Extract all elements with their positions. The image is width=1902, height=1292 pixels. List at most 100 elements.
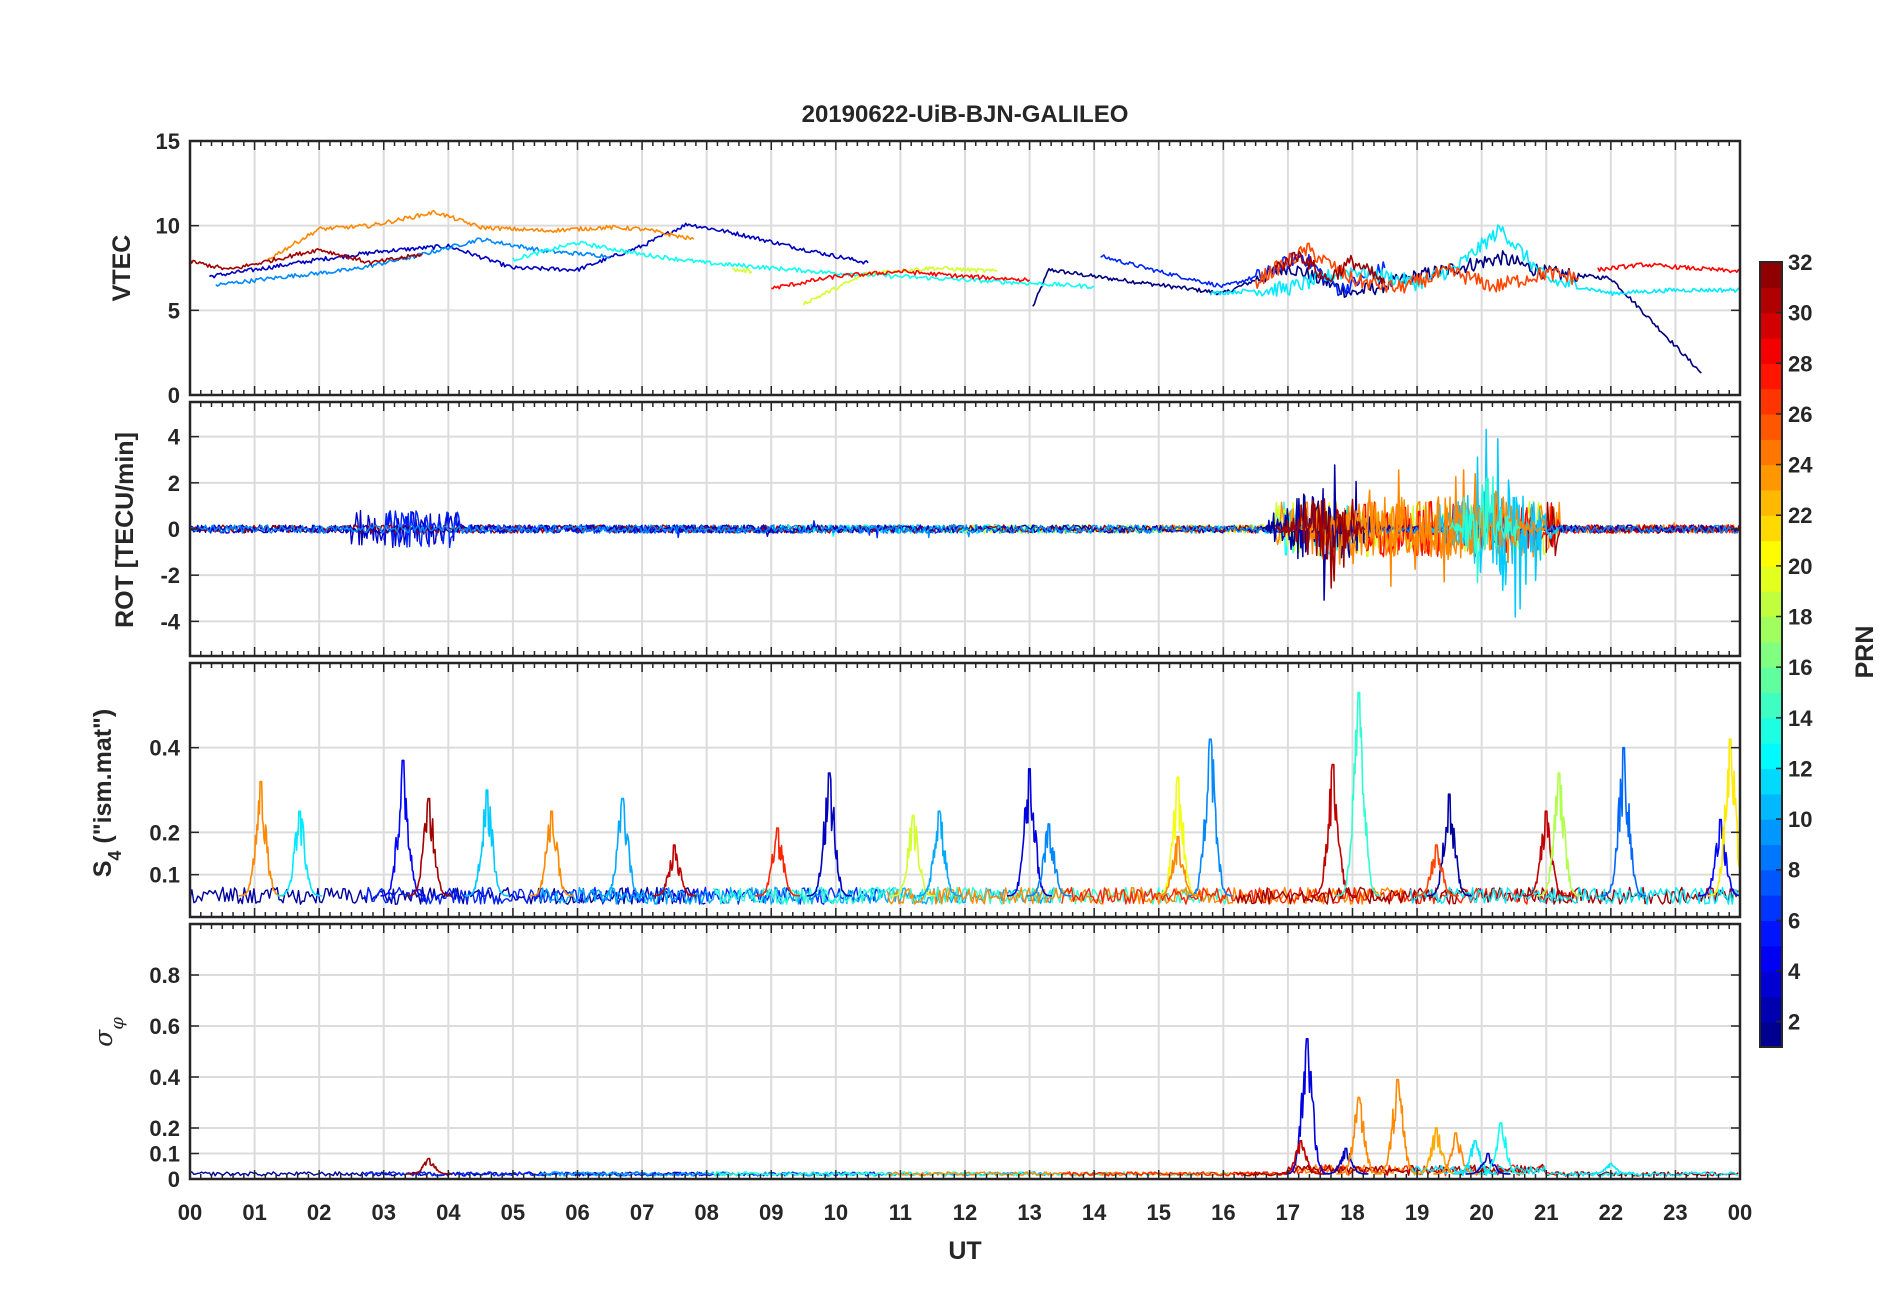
panel-vtec: 0 5 10 15 [156,129,1742,408]
x-tick-label: 07 [630,1200,654,1225]
x-tick-label: 22 [1599,1200,1623,1225]
colorbar-swatch [1760,616,1782,643]
x-tick-label: 19 [1405,1200,1429,1225]
s4-peak-line [916,810,962,897]
panel-sigma-phi: 00.10.2 0.4 0.6 0.8 [149,922,1742,1192]
s4-peak-line [1707,738,1740,897]
colorbar-tick-label: 14 [1788,706,1813,731]
sigma_phi-peak-line [406,1157,452,1175]
vtec-series-line [1274,250,1386,285]
colorbar-swatch [1760,337,1782,364]
s4-series-line [1409,886,1739,905]
colorbar-tick-label: 10 [1788,807,1812,832]
x-tick-label: 21 [1534,1200,1558,1225]
ylabel-rot: ROT [TECU/min] [111,432,139,628]
colorbar-swatch [1760,312,1782,339]
s4-peak-line [1413,844,1459,897]
rot-burst-line [1274,498,1366,589]
rot-series-line [190,509,772,549]
colorbar-frame [1759,261,1783,1048]
colorbar-swatch [1760,388,1782,415]
s4-peak-line [600,797,646,897]
sigma_phi-peak-line [1413,1127,1459,1175]
colorbar-swatch [1760,489,1782,516]
x-tick-label: 04 [436,1200,461,1225]
y-tick-label: 0.1 [149,863,180,888]
colorbar-tick-label: 24 [1788,453,1813,478]
sigma_phi-peak-line [1588,1162,1634,1175]
colorbar-swatch [1760,1021,1782,1048]
colorbar-tick-label: 32 [1788,250,1812,275]
colorbar-swatch [1760,945,1782,972]
colorbar-swatch [1760,920,1782,947]
figure-title: 20190622-UiB-BJN-GALILEO [802,101,1129,128]
s4-peak-line [380,759,426,897]
rot-burst-line [1448,476,1521,584]
colorbar-tick-label: 18 [1788,605,1812,630]
colorbar-swatch [1760,363,1782,390]
y-tick-label: 15 [156,129,180,154]
s4-peak-line [1336,691,1382,897]
x-tick-label: 16 [1211,1200,1235,1225]
sigma_phi-peak-line [1478,1122,1524,1175]
colorbar-tick-label: 12 [1788,756,1812,781]
colorbar-swatch [1760,768,1782,795]
x-tick-label: 02 [307,1200,331,1225]
colorbar-swatch [1760,515,1782,542]
x-tick-label: 06 [565,1200,589,1225]
vtec-series-line [1209,224,1740,297]
colorbar-tick-label: 6 [1788,908,1800,933]
colorbar-swatch [1760,844,1782,871]
s4-peak-line [1155,776,1201,897]
colorbar-swatch [1760,869,1782,896]
s4-peak-line [1310,763,1356,897]
colorbar-swatch [1760,540,1782,567]
sigma_phi-peak-line [1375,1078,1421,1175]
colorbar-label: PRN [1851,626,1879,679]
vtec-series-line [1254,242,1580,294]
sigma_phi-peak-line [1465,1152,1511,1175]
colorbar-swatch [1760,565,1782,592]
x-tick-label: 17 [1276,1200,1300,1225]
s4-series-line [886,886,1404,905]
x-tick-label: 00 [1728,1200,1752,1225]
y-tick-label: 0.6 [149,1014,180,1039]
y-tick-label: 5 [168,298,180,323]
colorbar-swatch [1760,743,1782,770]
colorbar-swatch [1760,692,1782,719]
sigma_phi-peak-line [1433,1132,1479,1175]
x-axis-label: UT [948,1237,981,1265]
x-tick-label: 23 [1663,1200,1687,1225]
x-tick-label: 09 [759,1200,783,1225]
ylabel-s4: S4 ("ism.mat") [89,709,125,878]
s4-series-line [1235,886,1739,905]
colorbar-swatch [1760,971,1782,997]
x-tick-label: 03 [372,1200,396,1225]
sigma_phi-peak-line [1278,1140,1324,1175]
x-tick-label: 14 [1082,1200,1107,1225]
x-tick-labels: 00 01 02 03 04 05 06 07 08 09 10 11 12 13 14 15 16 17 18 19… [178,1200,1752,1225]
panel-s4: 0.1 0.2 0.4 [149,661,1742,919]
y-tick-label: 0.4 [149,736,180,761]
colorbar-swatch [1760,717,1782,744]
colorbar-swatch [1760,591,1782,618]
sigma_phi-peak-line [1336,1096,1382,1175]
colorbar-tick-label: 16 [1788,655,1812,680]
s4-peak-line [1155,835,1201,897]
sigma_phi-peak-line [1452,1140,1498,1175]
x-tick-label: 20 [1469,1200,1493,1225]
y-tick-label: 0.8 [149,963,180,988]
y-tick-label: -4 [160,609,180,634]
colorbar-swatch [1760,413,1782,440]
vtec-series-line [1100,252,1386,297]
s4-peak-line [1536,772,1582,897]
colorbar-swatch [1760,667,1782,694]
colorbar-tick-label: 28 [1788,351,1812,376]
y-tick-label: 0.2 [149,1116,180,1141]
y-tick-label: 0 [168,1167,180,1192]
panel-rot: -4 -2 0 2 4 [160,400,1742,658]
s4-peak-line [277,810,323,897]
x-tick-label: 00 [178,1200,202,1225]
s4-peak-line [238,780,284,897]
